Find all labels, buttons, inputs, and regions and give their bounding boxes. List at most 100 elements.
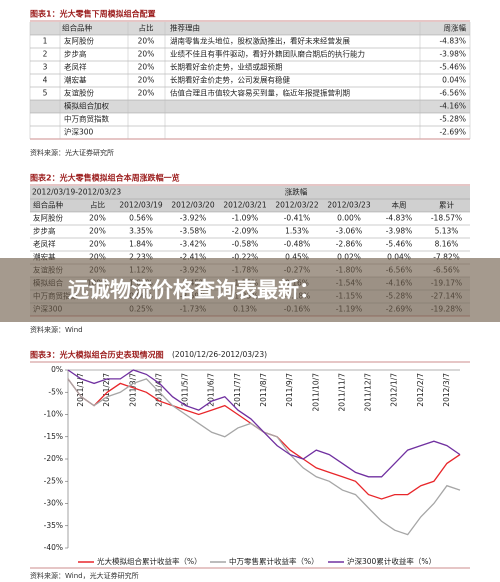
highlight-row [30,100,470,113]
x-tick-label: 2011/6/7 [207,373,216,407]
source-note: 资料来源：Wind，光大证券研究所 [30,571,139,580]
table-cell: -3.98% [386,227,413,236]
period-header: 2012/03/19-2012/03/23 [32,188,121,197]
table-cell: 0.56% [129,214,153,223]
y-tick-label: -30% [44,499,63,508]
y-tick-label: -5% [48,387,63,396]
banner [0,258,500,322]
table-cell: 5 [43,89,48,98]
table-cell: 估值合理且市值较大容易买到量，临近年报提振营利期 [170,88,350,98]
table-cell: 20% [138,63,155,72]
x-tick-label: 2011/2/7 [102,373,111,407]
table-cell: 潮宏基 [33,252,56,262]
table-cell: -6.56% [439,89,466,98]
table-cell: -2.86% [336,240,363,249]
table-cell: -4.83% [439,37,466,46]
table-cell: 2.23% [129,253,153,262]
table-cell: -0.41% [284,214,311,223]
x-tick-label: 2011/4/7 [154,373,163,407]
column-header: 组合品种 [62,23,92,33]
table-cell: -3.06% [336,227,363,236]
table-cell: -4.16% [439,102,466,111]
column-header: 2012/03/19 [119,201,162,210]
table-cell: -7.82% [433,253,460,262]
table-cell: 20% [138,50,155,59]
column-header: 周涨幅 [444,23,467,33]
table-cell: 老凤祥 [33,239,56,249]
table-cell: 长期看好金价走势，公司发展有稳健 [170,75,290,85]
column-header: 本周 [392,200,407,210]
x-tick-label: 2012/2/7 [416,373,425,407]
table-cell: 中万商贸指数 [64,114,109,124]
table-cell: -3.58% [180,227,207,236]
y-tick-label: -35% [44,521,63,530]
table-cell: -1.09% [232,214,259,223]
source-note: 资料来源：Wind [30,325,83,334]
table-cell: -0.58% [232,240,259,249]
table-cell: -3.92% [180,214,207,223]
legend-label: 沪深300累计收益率（%） [347,556,436,566]
x-tick-label: 2012/1/7 [390,373,399,407]
x-tick-label: 2011/3/7 [128,373,137,407]
table-cell: 1.84% [129,240,153,249]
x-tick-label: 2012/3/7 [442,373,451,407]
table-cell: 2 [43,50,48,59]
x-tick-label: 2011/12/7 [364,373,373,412]
table-title: 图表2：光大零售模拟组合本周涨跌幅一览 [30,173,180,183]
table-cell: 0.04% [442,76,466,85]
column-header: 2012/03/23 [327,201,370,210]
x-tick-label: 2011/1/7 [76,373,85,407]
table-cell: 8.16% [435,240,459,249]
y-tick-label: -15% [44,432,63,441]
table-cell: -0.22% [232,253,259,262]
x-tick-label: 2011/10/7 [311,373,320,412]
table-cell: 0.02% [337,253,361,262]
table-cell: 5.13% [435,227,459,236]
table-cell: 长期看好金价走势，业绩或超预期 [170,62,283,72]
group-header: 涨跌幅 [285,187,308,197]
table-cell: 友谊股份 [64,88,94,98]
chart-subtitle: (2010/12/26-2012/03/23) [172,350,267,359]
table-cell: -5.28% [439,115,466,124]
table-cell: -5.46% [439,63,466,72]
y-tick-label: -10% [44,410,63,419]
table-cell: -0.48% [284,240,311,249]
column-header: 推荐理由 [170,23,200,33]
x-tick-label: 2011/11/7 [337,373,346,412]
column-header: 组合品种 [33,200,63,210]
table-cell: 20% [89,214,106,223]
table-cell: 20% [89,253,106,262]
table-cell: 20% [89,240,106,249]
table-cell: -5.46% [386,240,413,249]
x-tick-label: 2011/8/7 [259,373,268,407]
table-cell: 1 [43,37,48,46]
table-cell: -3.42% [180,240,207,249]
table-cell: 20% [138,76,155,85]
table-cell: 3.35% [129,227,153,236]
table-cell: 20% [138,37,155,46]
series-line [67,369,461,478]
legend-label: 中万零售累计收益率（%） [229,556,319,566]
column-header: 占比 [90,200,105,210]
table-cell: -3.98% [439,50,466,59]
x-tick-label: 2011/5/7 [181,373,190,407]
column-header: 占比 [139,23,154,33]
legend-label: 光大模拟组合累计收益率（%） [97,556,202,566]
table-cell: 4 [43,76,48,85]
table-cell: 0.00% [337,214,361,223]
table-cell: -4.83% [386,214,413,223]
table-cell: -2.09% [232,227,259,236]
table-cell: 步步高 [64,49,87,59]
table-cell: 模拟组合加权 [64,101,109,111]
table-cell: 潮宏基 [64,75,87,85]
header-bg [30,22,470,35]
table-cell: -2.41% [180,253,207,262]
table-title: 图表1：光大零售下周模拟组合配置 [30,9,156,19]
x-tick-label: 2011/9/7 [285,373,294,407]
x-tick-label: 2011/7/7 [233,373,242,407]
table-cell: 20% [138,89,155,98]
table-cell: 3 [43,63,48,72]
table-cell: 友阿股份 [33,213,63,223]
table-cell: -18.57% [431,214,462,223]
